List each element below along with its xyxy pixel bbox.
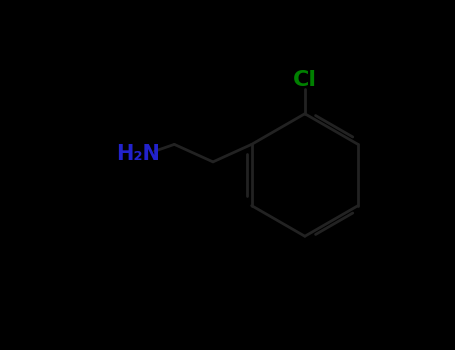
Text: Cl: Cl [293, 70, 317, 91]
Text: H₂N: H₂N [116, 144, 160, 164]
